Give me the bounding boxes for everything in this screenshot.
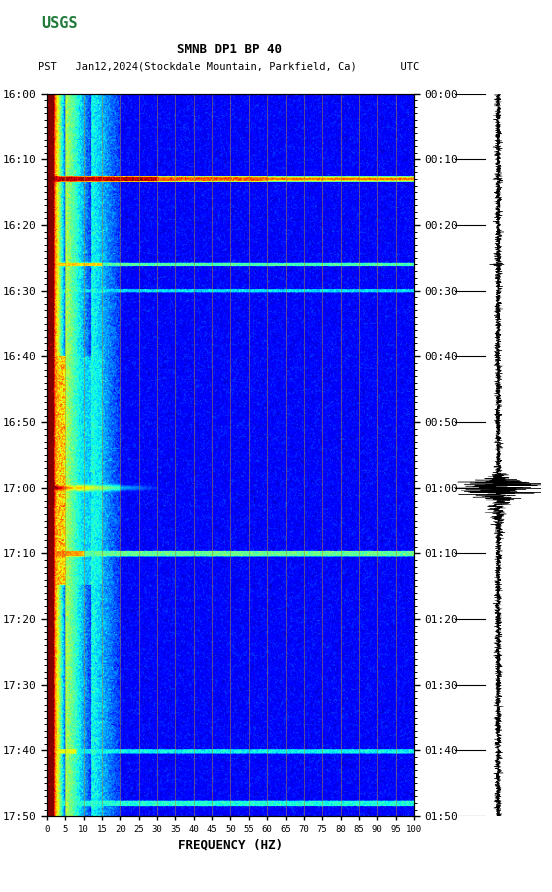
Text: USGS: USGS	[41, 16, 78, 30]
X-axis label: FREQUENCY (HZ): FREQUENCY (HZ)	[178, 838, 283, 851]
Text: PST   Jan12,2024(Stockdale Mountain, Parkfield, Ca)       UTC: PST Jan12,2024(Stockdale Mountain, Parkf…	[39, 61, 420, 71]
Text: SMNB DP1 BP 40: SMNB DP1 BP 40	[177, 43, 282, 55]
